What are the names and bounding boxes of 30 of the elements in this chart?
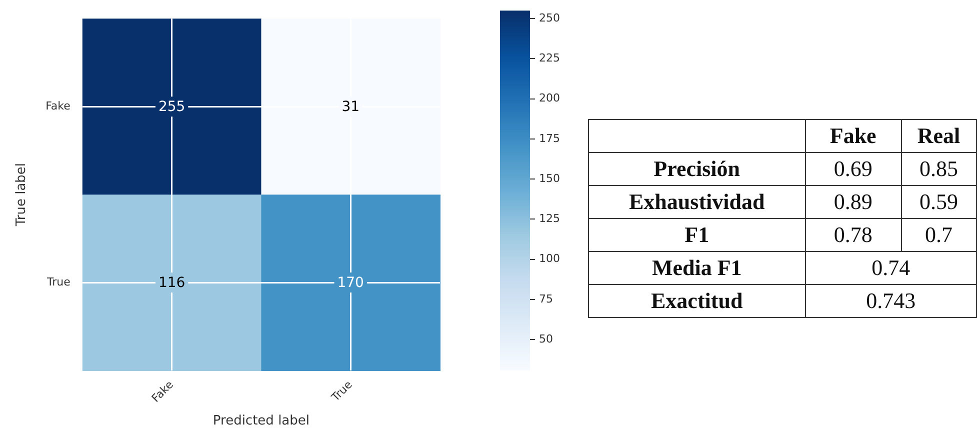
text: 0.69 xyxy=(834,156,872,181)
color-bar-label: 100 xyxy=(539,252,560,266)
color-bar-label: 75 xyxy=(539,292,553,306)
text: 0.78 xyxy=(834,222,872,247)
category-label: Media F1 xyxy=(652,255,742,280)
x-axis-title: Predicted label xyxy=(212,414,310,429)
color-bar-label: 225 xyxy=(539,52,560,65)
category-label: Precisión xyxy=(654,156,740,181)
text: 0.7 xyxy=(925,222,952,247)
text: 0.59 xyxy=(920,189,958,214)
text: 0.85 xyxy=(920,156,958,181)
color-bar-label: 200 xyxy=(539,92,560,105)
text: 0.74 xyxy=(872,255,910,280)
category-label: Real xyxy=(901,120,976,152)
y-axis-title: True label xyxy=(14,162,30,228)
text: 0.89 xyxy=(834,189,872,214)
color-bar-label: 50 xyxy=(539,332,553,346)
text: 0.743 xyxy=(866,288,916,313)
data-label: 255 xyxy=(158,99,186,116)
data-label: 170 xyxy=(337,275,364,292)
category-label: F1 xyxy=(684,222,710,247)
color-bar-label: 150 xyxy=(539,172,560,185)
category-label: Fake xyxy=(805,120,902,152)
color-bar-label: 125 xyxy=(539,212,560,226)
data-label: 116 xyxy=(158,275,186,292)
data-label: 31 xyxy=(342,99,360,116)
color-bar-label: 175 xyxy=(539,132,560,145)
color-bar-label: 250 xyxy=(539,11,560,24)
category-label: Exactitud xyxy=(651,288,743,313)
category-label: Exhaustividad xyxy=(628,189,765,214)
